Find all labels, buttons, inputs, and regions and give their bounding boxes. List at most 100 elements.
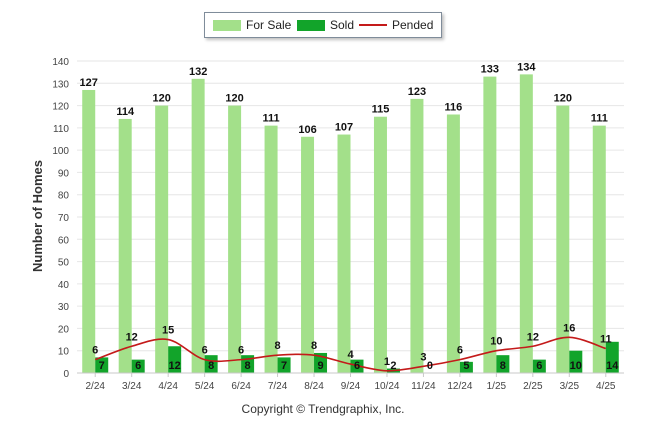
for-sale-bar xyxy=(592,125,606,373)
pended-value-label: 8 xyxy=(311,340,317,352)
pended-value-label: 6 xyxy=(92,345,98,357)
for-sale-bar xyxy=(118,118,132,373)
data-labels: 1277611461212012151328612086111781069810… xyxy=(80,61,620,372)
y-tick-label: 10 xyxy=(58,347,70,358)
x-tick-label: 3/25 xyxy=(560,381,580,392)
pended-value-label: 12 xyxy=(527,331,539,343)
legend: For Sale Sold Pended xyxy=(204,12,442,38)
sold-value-label: 8 xyxy=(208,360,214,372)
pended-line xyxy=(94,336,607,372)
pended-value-label: 1 xyxy=(384,356,390,368)
for-sale-value-label: 111 xyxy=(591,113,608,125)
sold-value-label: 12 xyxy=(169,360,181,372)
for-sale-value-label: 123 xyxy=(408,86,426,98)
x-tick-label: 2/24 xyxy=(85,381,105,392)
x-tick-label: 7/24 xyxy=(268,381,288,392)
sold-value-label: 9 xyxy=(317,360,323,372)
sold-value-label: 14 xyxy=(606,360,619,372)
sold-bar xyxy=(277,357,291,373)
sold-value-label: 0 xyxy=(427,360,433,372)
pended-value-label: 12 xyxy=(126,331,138,343)
y-tick-label: 100 xyxy=(52,146,69,157)
x-tick-label: 1/25 xyxy=(487,381,507,392)
sold-value-label: 8 xyxy=(245,360,251,372)
sold-value-label: 8 xyxy=(500,360,506,372)
pended-line-path xyxy=(94,336,607,372)
x-tick-label: 4/24 xyxy=(158,381,178,392)
sold-bar xyxy=(314,352,328,373)
sold-value-label: 6 xyxy=(135,360,141,372)
y-tick-label: 80 xyxy=(58,191,70,202)
pended-value-label: 6 xyxy=(202,345,208,357)
x-tick-label: 5/24 xyxy=(195,381,215,392)
for-sale-value-label: 114 xyxy=(116,106,135,118)
sold-swatch xyxy=(297,19,325,31)
for-sale-value-label: 127 xyxy=(80,77,98,89)
for-sale-bar xyxy=(191,78,205,373)
sold-bar xyxy=(168,346,182,373)
for-sale-value-label: 107 xyxy=(335,122,353,134)
sold-bar xyxy=(95,357,109,373)
y-tick-label: 110 xyxy=(53,124,69,135)
pended-value-label: 6 xyxy=(238,345,244,357)
y-tick-label: 0 xyxy=(63,369,69,380)
for-sale-bar xyxy=(155,105,169,374)
y-axis-ticks: 0 10 20 30 40 50 60 70 80 90 100 110 120 130 140 xyxy=(52,57,69,380)
y-tick-label: 20 xyxy=(58,324,70,335)
y-tick-label: 130 xyxy=(52,79,69,90)
legend-item-for-sale[interactable]: For Sale xyxy=(213,18,291,32)
pended-value-label: 11 xyxy=(600,333,612,345)
for-sale-value-label: 115 xyxy=(372,104,390,116)
sold-value-label: 6 xyxy=(536,360,542,372)
for-sale-value-label: 134 xyxy=(517,61,536,73)
x-tick-label: 12/24 xyxy=(447,381,472,392)
y-tick-label: 50 xyxy=(58,258,70,269)
sold-bar xyxy=(131,359,145,373)
legend-item-pended[interactable]: Pended xyxy=(359,18,433,32)
sold-bar xyxy=(569,350,583,373)
legend-label-sold: Sold xyxy=(330,18,355,32)
y-tick-label: 70 xyxy=(58,213,70,224)
y-tick-label: 140 xyxy=(52,57,69,68)
pended-value-label: 6 xyxy=(457,345,463,357)
sold-bar xyxy=(532,359,546,373)
x-tick-label: 3/24 xyxy=(122,381,142,392)
x-tick-label: 9/24 xyxy=(341,381,361,392)
pended-swatch xyxy=(359,24,387,26)
x-tick-label: 6/24 xyxy=(231,381,251,392)
x-tick-label: 4/25 xyxy=(596,381,616,392)
y-tick-label: 60 xyxy=(58,235,70,246)
pended-value-label: 4 xyxy=(347,349,354,361)
for-sale-bar xyxy=(373,116,387,373)
copyright-text: Copyright © Trendgraphix, Inc. xyxy=(241,402,405,416)
for-sale-swatch xyxy=(213,19,241,31)
sold-value-label: 7 xyxy=(281,360,287,372)
for-sale-bar xyxy=(82,89,96,373)
for-sale-value-label: 120 xyxy=(152,93,170,105)
for-sale-bar xyxy=(264,125,278,373)
pended-value-label: 10 xyxy=(490,336,502,348)
sold-bar xyxy=(496,355,510,373)
y-tick-label: 40 xyxy=(58,280,70,291)
legend-item-sold[interactable]: Sold xyxy=(297,18,354,32)
for-sale-bar xyxy=(301,136,315,373)
y-tick-label: 120 xyxy=(52,102,69,113)
sold-value-label: 6 xyxy=(354,360,360,372)
x-tick-label: 2/25 xyxy=(523,381,543,392)
for-sale-value-label: 120 xyxy=(225,93,243,105)
for-sale-bar xyxy=(228,105,242,374)
sold-bar xyxy=(459,361,473,373)
pended-value-label: 8 xyxy=(275,340,281,352)
y-tick-label: 90 xyxy=(58,168,70,179)
for-sale-value-label: 133 xyxy=(481,64,499,76)
for-sale-bar xyxy=(556,105,570,374)
sold-value-label: 10 xyxy=(570,360,582,372)
for-sale-bar xyxy=(410,98,424,373)
sold-value-label: 7 xyxy=(99,360,105,372)
for-sale-bar xyxy=(519,74,533,373)
pended-value-label: 3 xyxy=(420,351,426,363)
for-sale-value-label: 120 xyxy=(554,93,572,105)
x-tick-label: 10/24 xyxy=(374,381,399,392)
for-sale-value-label: 111 xyxy=(262,113,279,125)
